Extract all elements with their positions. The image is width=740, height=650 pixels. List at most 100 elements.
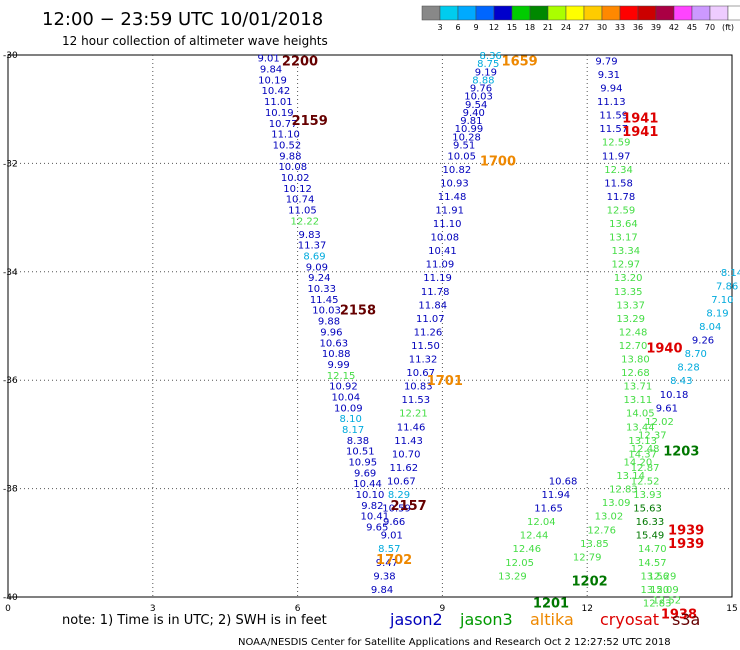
- wave-height-point: 8.19: [706, 308, 728, 319]
- colorbar-label: 6: [455, 23, 460, 32]
- wave-height-point: 8.17: [342, 425, 364, 436]
- wave-height-point: 12.48: [631, 444, 660, 455]
- pass-time-label: 1659: [502, 54, 538, 69]
- wave-height-point: 12.83: [609, 485, 638, 496]
- colorbar-swatch: [565, 5, 585, 21]
- colorbar-swatch: [493, 5, 513, 21]
- colorbar-label: (ft): [722, 23, 734, 32]
- pass-time-label: 1941: [622, 111, 658, 126]
- wave-height-point: 10.52: [273, 140, 302, 151]
- wave-height-point: 14.20: [624, 458, 653, 469]
- colorbar-swatch: [673, 5, 693, 21]
- wave-height-point: 13.29: [616, 314, 645, 325]
- pass-time-label: 1940: [646, 342, 682, 357]
- wave-height-point: 10.41: [428, 246, 457, 257]
- wave-height-point: 10.42: [262, 86, 291, 97]
- colorbar-swatch: [529, 5, 549, 21]
- data-points: 9.019.8410.1910.4211.0110.1910.7711.1010…: [258, 51, 740, 609]
- wave-height-point: 9.96: [320, 327, 342, 338]
- wave-height-point: 11.37: [298, 241, 327, 252]
- wave-height-point: 11.65: [534, 504, 563, 515]
- wave-height-point: 10.63: [319, 338, 348, 349]
- wave-height-point: 9.84: [371, 585, 393, 596]
- pass-time-label: 2159: [292, 114, 328, 129]
- x-tick-label: 0: [5, 604, 11, 614]
- wave-height-point: 14.05: [626, 409, 655, 420]
- pass-time-label: 1202: [572, 575, 608, 590]
- wave-height-point: 11.46: [397, 422, 426, 433]
- wave-height-point: 8.38: [347, 436, 369, 447]
- wave-height-point: 11.84: [418, 300, 447, 311]
- wave-height-point: 9.94: [600, 84, 622, 95]
- wave-height-point: 12.02: [645, 417, 674, 428]
- wave-height-point: 10.28: [452, 132, 481, 143]
- wave-height-point: 11.94: [542, 490, 571, 501]
- wave-height-point: 16.33: [636, 517, 665, 528]
- wave-height-point: 12.34: [604, 165, 633, 176]
- y-tick-label: -32: [3, 159, 18, 169]
- wave-height-point: 12.79: [573, 552, 602, 563]
- wave-height-point: 8.57: [378, 544, 400, 555]
- wave-height-point: 9.09: [306, 262, 328, 273]
- wave-height-point: 12.09: [650, 585, 679, 596]
- wave-height-point: 13.20: [614, 273, 643, 284]
- colorbar-label: 15: [507, 23, 517, 32]
- wave-height-point: 12.22: [291, 216, 320, 227]
- wave-height-point: 11.53: [402, 395, 431, 406]
- colorbar-swatch: [637, 5, 657, 21]
- y-tick-label: -34: [3, 268, 18, 278]
- x-tick-label: 15: [726, 604, 737, 614]
- wave-height-point: 9.31: [598, 70, 620, 81]
- wave-height-point: 12.68: [621, 368, 650, 379]
- colorbar-label: 27: [579, 23, 589, 32]
- colorbar-label: 33: [615, 23, 625, 32]
- wave-height-point: 10.67: [406, 368, 435, 379]
- wave-height-point: 10.74: [286, 195, 315, 206]
- wave-height-point: 14.57: [638, 558, 667, 569]
- wave-height-point: 9.51: [453, 140, 475, 151]
- wave-height-point: 13.29: [498, 571, 527, 582]
- wave-height-point: 10.18: [660, 390, 689, 401]
- wave-height-point: 8.75: [477, 59, 499, 70]
- x-tick-label: 9: [440, 604, 446, 614]
- wave-height-point: 10.03: [464, 92, 493, 103]
- colorbar-swatch: [583, 5, 603, 21]
- wave-height-point: 15.63: [633, 504, 662, 515]
- wave-height-point: 10.05: [447, 151, 476, 162]
- wave-height-point: 9.01: [258, 54, 280, 65]
- wave-height-point: 9.76: [470, 84, 492, 95]
- wave-height-point: 9.54: [465, 100, 487, 111]
- wave-height-point: 9.24: [308, 273, 330, 284]
- wave-height-point: 12.52: [631, 476, 660, 487]
- footnote: note: 1) Time is in UTC; 2) SWH is in fe…: [62, 613, 327, 628]
- wave-height-point: 10.41: [361, 512, 390, 523]
- wave-height-point: 11.10: [433, 219, 462, 230]
- satellite-legend-entry: jason2: [389, 610, 443, 629]
- wave-height-point: 12.70: [619, 341, 648, 352]
- wave-height-point: 9.19: [475, 67, 497, 78]
- wave-height-point: 9.82: [361, 501, 383, 512]
- wave-height-point: 8.04: [699, 322, 721, 333]
- wave-height-point: 13.13: [628, 436, 657, 447]
- wave-height-point: 12.59: [602, 138, 631, 149]
- colorbar-label: 9: [473, 23, 478, 32]
- wave-height-point: 10.51: [346, 447, 375, 458]
- wave-height-point: 9.01: [381, 531, 403, 542]
- wave-height-point: 9.79: [595, 56, 617, 67]
- colorbar-label: 42: [669, 23, 679, 32]
- wave-height-point: 13.14: [616, 471, 645, 482]
- colorbar-swatch: [547, 5, 567, 21]
- wave-height-point: 9.47: [376, 558, 398, 569]
- wave-height-point: 10.44: [353, 479, 382, 490]
- wave-height-point: 9.84: [260, 65, 282, 76]
- wave-height-point: 12.46: [513, 544, 542, 555]
- wave-height-point: 12.59: [607, 205, 636, 216]
- wave-height-point: 10.12: [283, 184, 312, 195]
- wave-height-point: 13.02: [595, 512, 624, 523]
- pass-time-label: 1941: [622, 125, 658, 140]
- pass-time-label: 1701: [427, 374, 463, 389]
- colorbar-label: 39: [651, 23, 661, 32]
- colorbar-swatch: [601, 5, 621, 21]
- wave-height-point: 9.83: [299, 230, 321, 241]
- satellite-legend: jason2 jason3 altika cryosat s3a: [389, 610, 700, 629]
